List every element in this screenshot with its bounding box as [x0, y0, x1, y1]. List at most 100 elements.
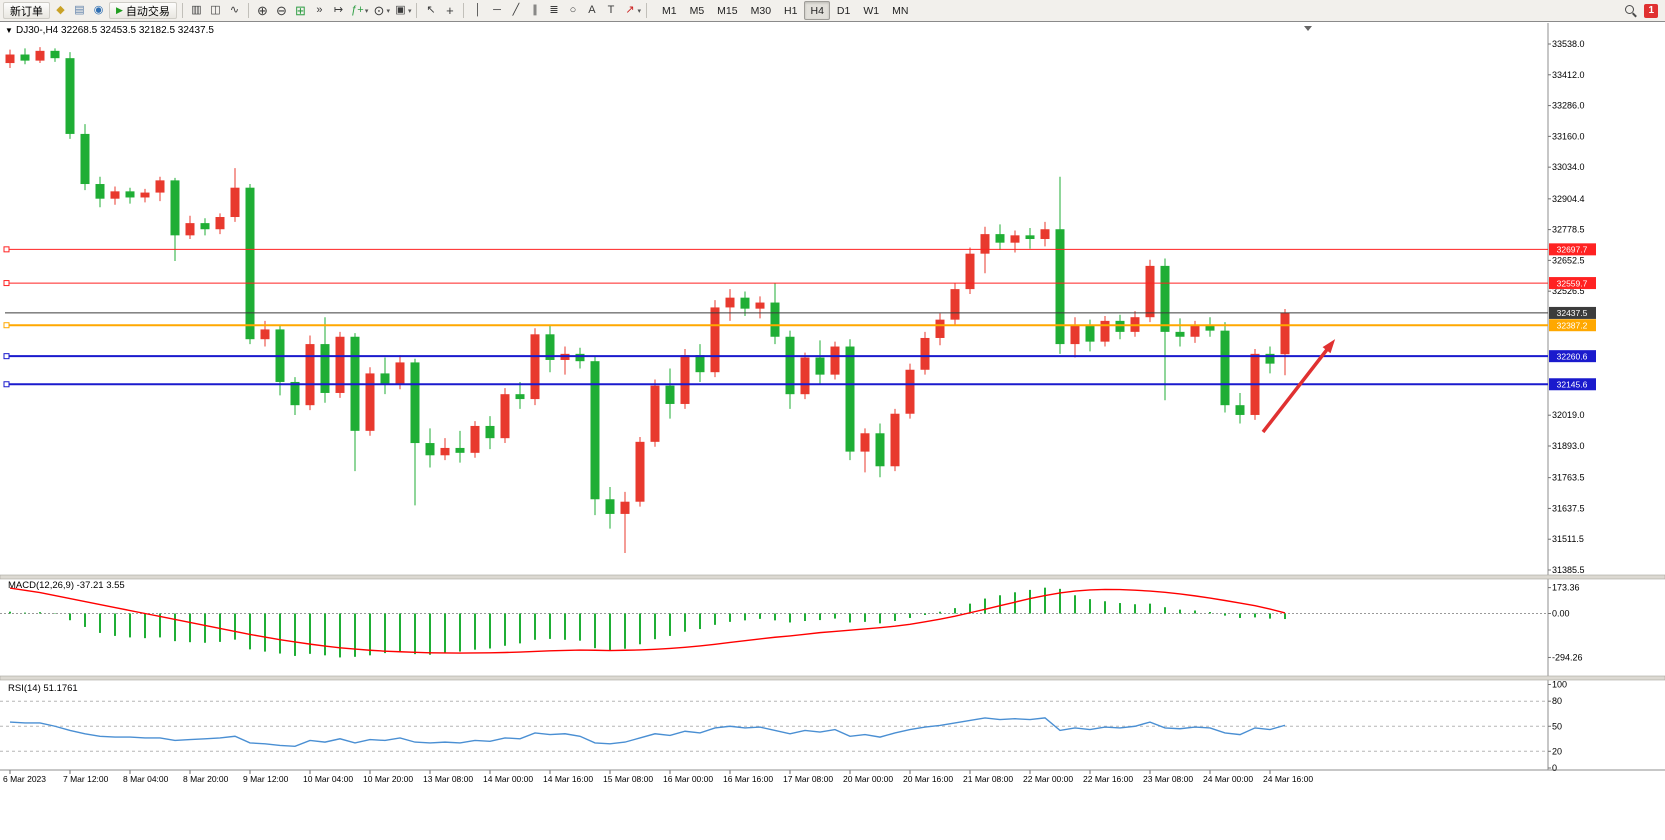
svg-text:32387.2: 32387.2 — [1557, 320, 1588, 330]
autotrade-label: 自动交易 — [125, 5, 170, 18]
new-order-label: 新订单 — [10, 5, 43, 18]
svg-text:17 Mar 08:00: 17 Mar 08:00 — [783, 774, 833, 784]
macd-panel: 173.36 0.00 -294.26 MACD(12,26,9) -37.21 3.… — [0, 580, 1583, 662]
trendline-tool-icon[interactable]: ╱ — [512, 4, 520, 16]
macd-label: MACD(12,26,9) -37.21 3.55 — [8, 580, 125, 591]
zoom-in-icon[interactable]: ⊕ — [256, 3, 268, 18]
new-order-button[interactable]: 新订单 — [3, 2, 50, 19]
arrows-tool-icon[interactable]: ↗ — [625, 4, 635, 16]
tf-button-M5[interactable]: M5 — [689, 4, 705, 17]
hline-32559.7[interactable]: 32559.7 — [3, 277, 1596, 290]
svg-text:33286.0: 33286.0 — [1552, 101, 1585, 111]
svg-text:31763.5: 31763.5 — [1552, 473, 1585, 483]
svg-text:0: 0 — [1552, 763, 1557, 773]
chart-shift-marker[interactable] — [1304, 26, 1312, 31]
crosshair-icon[interactable]: + — [446, 3, 454, 18]
trend-arrow-annotation[interactable] — [1261, 339, 1336, 434]
chart-shift-icon[interactable]: ↦ — [333, 4, 344, 16]
tf-button-M1[interactable]: M1 — [661, 4, 677, 17]
tf-button-W1[interactable]: W1 — [863, 4, 880, 17]
svg-text:32904.4: 32904.4 — [1552, 194, 1585, 204]
tf-button-M30[interactable]: M30 — [750, 4, 772, 17]
play-icon: ▶ — [116, 5, 123, 15]
toolbar-separator — [416, 3, 418, 18]
hline-32437.5[interactable]: 32437.5 — [5, 306, 1596, 319]
toolbar-separator — [463, 3, 465, 18]
svg-text:32559.7: 32559.7 — [1557, 278, 1588, 288]
svg-text:31893.0: 31893.0 — [1552, 441, 1585, 451]
toolbar-separator — [645, 3, 647, 18]
bar-chart-type-icon[interactable]: ▥ — [191, 4, 202, 16]
text-tool-icon[interactable]: A — [588, 4, 596, 16]
indicators-caret-icon[interactable]: ▾ — [364, 7, 369, 15]
svg-text:10 Mar 20:00: 10 Mar 20:00 — [363, 774, 413, 784]
hline-32260.6[interactable]: 32260.6 — [3, 350, 1596, 363]
period-clock-icon[interactable]: ⊙ — [373, 3, 385, 18]
template-caret-icon[interactable]: ▾ — [407, 7, 412, 15]
svg-text:32145.6: 32145.6 — [1557, 379, 1588, 389]
svg-text:100: 100 — [1552, 680, 1567, 690]
svg-text:32652.5: 32652.5 — [1552, 255, 1585, 265]
channel-tool-icon[interactable]: ∥ — [532, 4, 538, 16]
svg-text:32778.5: 32778.5 — [1552, 225, 1585, 235]
monitor-icon[interactable]: ▤ — [74, 4, 85, 16]
gold-seal-icon[interactable]: ◆ — [56, 4, 65, 16]
svg-text:6 Mar 2023: 6 Mar 2023 — [3, 774, 46, 784]
autotrade-button[interactable]: ▶ 自动交易 — [109, 2, 177, 19]
svg-text:80: 80 — [1552, 696, 1562, 706]
svg-text:21 Mar 08:00: 21 Mar 08:00 — [963, 774, 1013, 784]
svg-text:9 Mar 12:00: 9 Mar 12:00 — [243, 774, 289, 784]
svg-text:22 Mar 16:00: 22 Mar 16:00 — [1083, 774, 1133, 784]
tf-button-D1[interactable]: D1 — [836, 4, 851, 17]
timeframe-buttons: M1 M5 M15 M30 H1 H4 D1 W1 MN — [656, 1, 914, 20]
template-icon[interactable]: ▣ — [395, 4, 406, 16]
svg-text:20: 20 — [1552, 746, 1562, 756]
svg-text:10 Mar 04:00: 10 Mar 04:00 — [303, 774, 353, 784]
ellipse-tool-icon[interactable]: ○ — [569, 4, 577, 16]
svg-text:15 Mar 08:00: 15 Mar 08:00 — [603, 774, 653, 784]
time-axis: 6 Mar 2023 7 Mar 12:00 8 Mar 04:00 8 Mar 20… — [3, 770, 1313, 784]
svg-text:33034.0: 33034.0 — [1552, 162, 1585, 172]
rsi-panel: 100 80 50 20 0 RSI(14) 51.1761 — [0, 680, 1567, 773]
tf-button-M15[interactable]: M15 — [717, 4, 738, 17]
line-chart-type-icon[interactable]: ∿ — [229, 4, 240, 16]
svg-text:8 Mar 20:00: 8 Mar 20:00 — [183, 774, 229, 784]
arrows-caret-icon[interactable]: ▾ — [637, 7, 641, 15]
hline-32697.7[interactable]: 32697.7 — [3, 243, 1596, 256]
zoom-out-icon[interactable]: ⊖ — [275, 3, 287, 18]
svg-text:32437.5: 32437.5 — [1557, 308, 1588, 318]
price-axis: 33538.0 33412.0 33286.0 33160.0 33034.0 32904… — [1548, 39, 1585, 575]
candlestick-type-icon[interactable]: ◫ — [210, 4, 221, 16]
hline-32387.2[interactable]: 32387.2 — [3, 319, 1596, 332]
svg-text:23 Mar 08:00: 23 Mar 08:00 — [1143, 774, 1193, 784]
cursor-icon[interactable]: ↖ — [426, 4, 436, 16]
vertical-line-tool-icon[interactable]: │ — [474, 4, 482, 16]
horizontal-line-tool-icon[interactable]: ─ — [493, 4, 501, 16]
notification-badge[interactable]: 1 — [1644, 3, 1658, 18]
svg-text:-294.26: -294.26 — [1552, 652, 1583, 662]
globe-icon[interactable]: ◉ — [93, 4, 104, 16]
svg-text:33160.0: 33160.0 — [1552, 131, 1585, 141]
svg-text:31637.5: 31637.5 — [1552, 503, 1585, 513]
chart-title: DJ30-,H4 32268.5 32453.5 32182.5 32437.5 — [16, 25, 214, 36]
tf-button-H4[interactable]: H4 — [804, 1, 830, 20]
svg-text:33412.0: 33412.0 — [1552, 70, 1585, 80]
indicators-icon[interactable]: ƒ+ — [351, 4, 364, 16]
svg-text:32260.6: 32260.6 — [1557, 351, 1588, 361]
hline-32145.6[interactable]: 32145.6 — [3, 378, 1596, 391]
fibonacci-tool-icon[interactable]: ≣ — [549, 4, 559, 16]
search-icon[interactable] — [1624, 4, 1638, 18]
text-label-tool-icon[interactable]: T — [607, 4, 615, 16]
auto-scroll-icon[interactable]: » — [316, 4, 323, 16]
chart-menu-icon[interactable]: ▼ — [5, 26, 13, 35]
tf-button-MN[interactable]: MN — [892, 4, 909, 17]
tile-windows-icon[interactable]: ⊞ — [294, 3, 306, 18]
svg-text:31385.5: 31385.5 — [1552, 565, 1585, 575]
svg-text:13 Mar 08:00: 13 Mar 08:00 — [423, 774, 473, 784]
tf-button-H1[interactable]: H1 — [784, 4, 798, 17]
svg-text:24 Mar 16:00: 24 Mar 16:00 — [1263, 774, 1313, 784]
period-caret-icon[interactable]: ▾ — [386, 7, 390, 15]
svg-text:14 Mar 16:00: 14 Mar 16:00 — [543, 774, 593, 784]
